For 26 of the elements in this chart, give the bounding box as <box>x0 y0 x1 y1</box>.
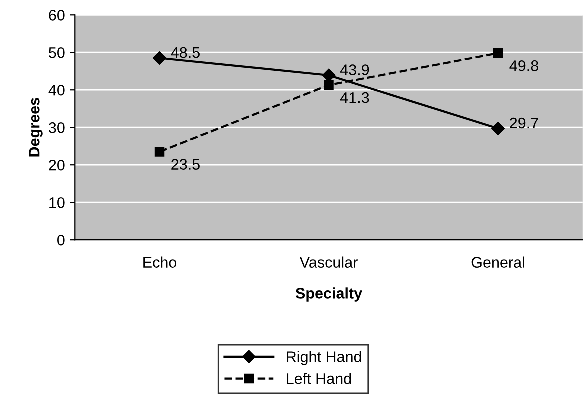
legend-label: Left Hand <box>287 373 352 384</box>
point <box>492 122 505 136</box>
y-tick-label: 10 <box>50 197 65 208</box>
data-label: 23.5 <box>172 159 200 170</box>
data-label: 48.5 <box>171 47 200 58</box>
data-label: 49.8 <box>510 60 538 72</box>
y-tick-label: 0 <box>58 234 65 246</box>
legend-label: Right Hand <box>287 351 362 366</box>
point <box>493 48 504 58</box>
point <box>324 80 334 90</box>
x-tick-label: Vascular <box>300 256 358 268</box>
y-tick-label: 30 <box>49 122 65 134</box>
y-tick-label: 50 <box>49 47 65 58</box>
x-axis-title: Specialty <box>296 288 362 302</box>
point <box>154 147 165 157</box>
data-label: 41.3 <box>340 92 370 104</box>
x-tick-label: General <box>472 256 524 268</box>
data-label: 43.9 <box>340 64 370 76</box>
y-tick-label: 60 <box>49 10 65 21</box>
y-tick-label: 20 <box>49 160 65 171</box>
y-tick-label: 40 <box>48 84 65 96</box>
point <box>153 52 166 65</box>
point <box>322 68 336 82</box>
data-label: 29.7 <box>510 118 538 129</box>
y-axis-title: Degrees <box>29 98 43 157</box>
x-tick-label: Echo <box>144 256 177 268</box>
